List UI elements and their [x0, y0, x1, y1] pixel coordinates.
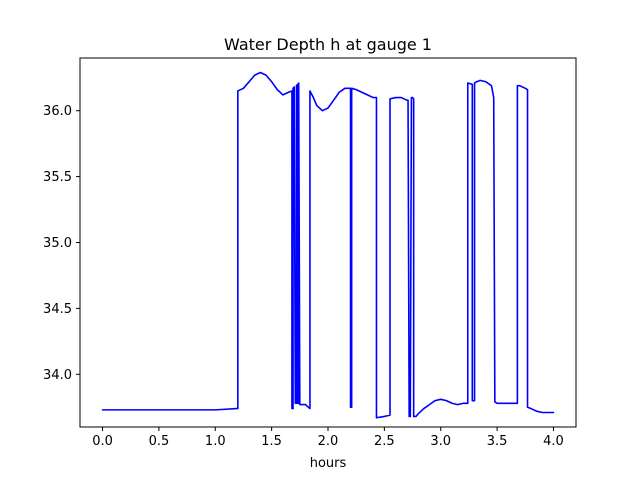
y-tick-label: 36.0	[43, 104, 72, 119]
x-tick-label: 4.0	[543, 434, 564, 449]
y-tick-label: 34.0	[43, 368, 72, 383]
x-tick-label: 3.0	[430, 434, 451, 449]
plot-area	[80, 58, 576, 427]
y-tick-label: 35.0	[43, 236, 72, 251]
x-tick-label: 0.0	[92, 434, 113, 449]
x-tick-label: 2.0	[318, 434, 339, 449]
y-tick-label: 35.5	[43, 170, 72, 185]
marks-layer	[101, 71, 555, 419]
series-line-1	[101, 71, 555, 419]
y-tick-label: 34.5	[43, 302, 72, 317]
x-tick-label: 3.5	[487, 434, 508, 449]
x-axis-label: hours	[310, 456, 347, 471]
x-tick-label: 1.0	[205, 434, 226, 449]
x-tick-label: 1.5	[261, 434, 282, 449]
x-tick-label: 0.5	[149, 434, 170, 449]
plot-frame	[79, 57, 577, 428]
x-tick-label: 2.5	[374, 434, 395, 449]
axes-layer: 0.0 0.5 1.0 1.5 2.0 2.5 3.0 3.5 4.0 34.0 34.5 35.0 3…	[43, 104, 564, 449]
chart-title: Water Depth h at gauge 1	[224, 35, 432, 54]
